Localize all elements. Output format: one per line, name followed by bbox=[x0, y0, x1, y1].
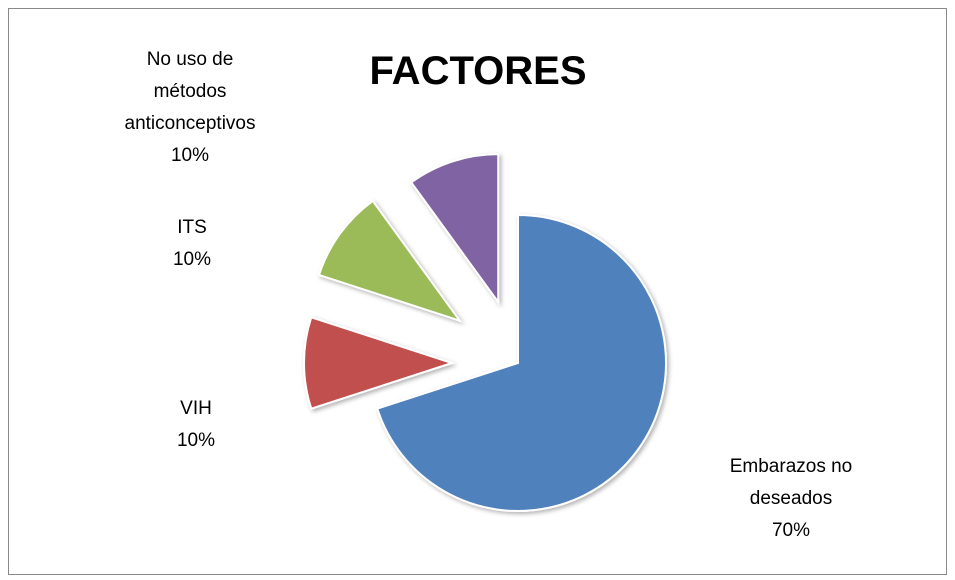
category-label: ITS bbox=[177, 217, 207, 238]
pie bbox=[303, 153, 667, 512]
pie-slice bbox=[303, 316, 456, 410]
category-label: Embarazos no deseados bbox=[730, 456, 853, 509]
pie-slice bbox=[317, 199, 463, 323]
value-label: 10% bbox=[173, 249, 211, 270]
category-label: No uso de métodos anticonceptivos bbox=[125, 49, 256, 134]
chart-title: FACTORES bbox=[369, 49, 586, 93]
pie-slice bbox=[375, 213, 667, 512]
value-label: 10% bbox=[177, 430, 215, 451]
category-label: VIH bbox=[180, 398, 212, 419]
value-label: 70% bbox=[772, 520, 810, 541]
pie-slice bbox=[409, 153, 500, 306]
value-label: 10% bbox=[171, 145, 209, 166]
labels: Embarazos no deseados 70% VIH 10% ITS 10% No us… bbox=[125, 49, 853, 541]
